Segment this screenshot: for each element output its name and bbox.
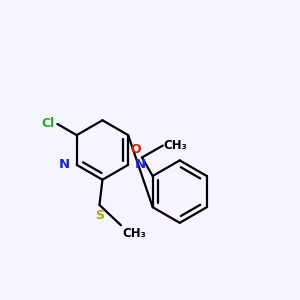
Text: S: S: [95, 208, 104, 222]
Text: N: N: [135, 158, 146, 171]
Text: Cl: Cl: [42, 118, 55, 130]
Text: O: O: [130, 143, 140, 156]
Text: N: N: [59, 158, 70, 171]
Text: CH₃: CH₃: [122, 227, 146, 240]
Text: CH₃: CH₃: [164, 139, 188, 152]
